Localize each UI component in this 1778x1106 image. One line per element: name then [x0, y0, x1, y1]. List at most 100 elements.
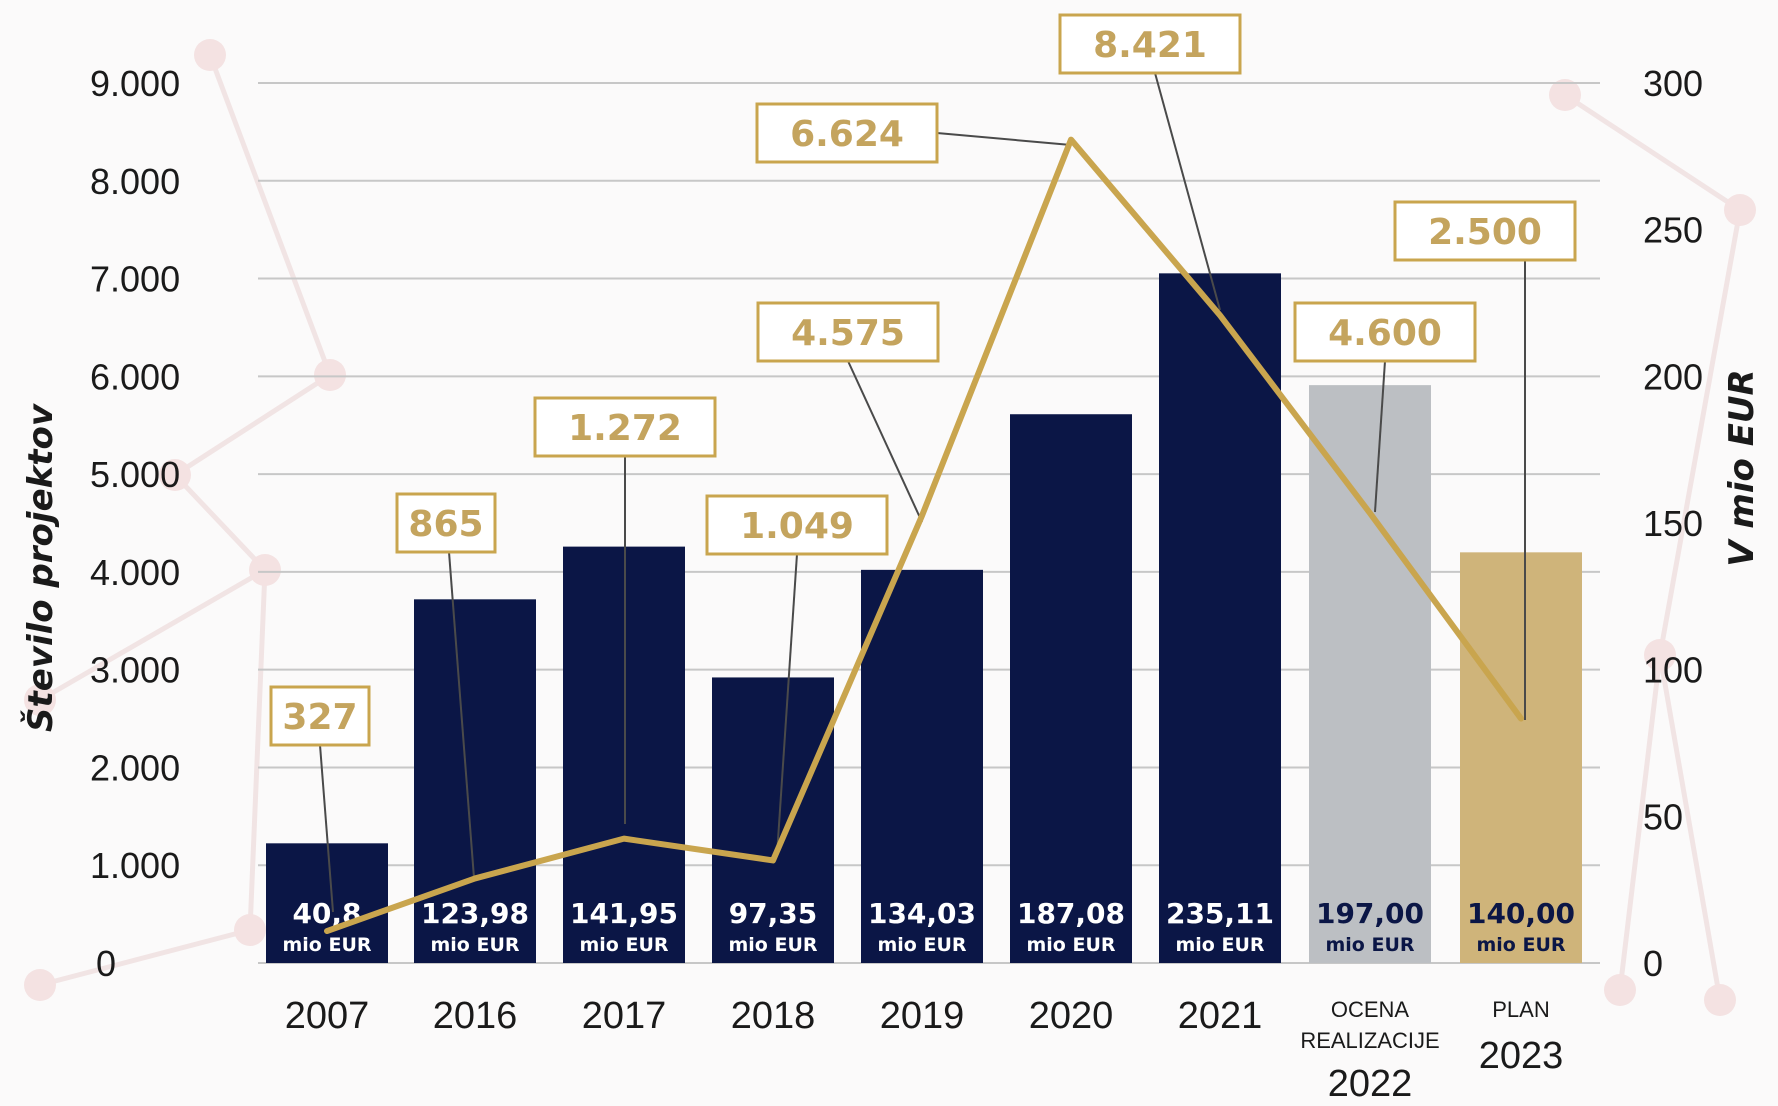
callout-value-label: 865 — [408, 504, 483, 545]
bar-value-label: 187,08 — [1017, 897, 1125, 930]
bar — [414, 599, 536, 963]
callout-box — [269, 685, 371, 747]
bar-value-label: 197,00 — [1316, 897, 1424, 930]
callout-value-label: 1.049 — [740, 506, 854, 547]
deco-node — [1604, 974, 1636, 1006]
bar — [1159, 273, 1281, 963]
bar — [1309, 385, 1431, 964]
callout-box — [533, 396, 717, 458]
background-network-decoration — [24, 39, 1756, 1016]
line-series — [324, 136, 1524, 935]
category-labels: 2007 2016 2017 2018 2019 2020 2021 OCENA REALIZA… — [285, 995, 1564, 1105]
left-tick-label: 0 — [96, 943, 116, 984]
bar-unit-label: mio EUR — [1476, 934, 1565, 956]
category-sublabel: REALIZACIJE — [1300, 1028, 1439, 1053]
right-tick-label: 100 — [1643, 650, 1703, 691]
callout-value-label: 327 — [282, 697, 357, 738]
right-tick-label: 50 — [1643, 796, 1683, 837]
right-tick-label: 0 — [1643, 943, 1663, 984]
bar — [712, 677, 834, 963]
bar-value-label: 141,95 — [570, 897, 678, 930]
deco-link — [173, 372, 332, 478]
left-tick-label: 9.000 — [90, 63, 180, 104]
category-label: 2007 — [285, 995, 370, 1037]
deco-node — [159, 459, 191, 491]
callout-box — [1293, 301, 1477, 363]
category-sublabel: OCENA — [1331, 997, 1410, 1022]
bar-unit-label: mio EUR — [877, 934, 966, 956]
callout-box — [756, 301, 940, 363]
left-tick-label: 5.000 — [90, 454, 180, 495]
bar — [1460, 552, 1582, 963]
left-tick-label: 4.000 — [90, 552, 180, 593]
bar-value-label: 235,11 — [1166, 897, 1274, 930]
line-path — [324, 136, 1524, 935]
callout-leader — [1374, 360, 1386, 513]
deco-node — [1704, 984, 1736, 1016]
bar — [861, 569, 983, 963]
right-axis-title: V mio EUR — [1722, 369, 1762, 566]
category-label: 2023 — [1479, 1035, 1564, 1077]
callout-leader — [1154, 72, 1221, 311]
right-tick-label: 300 — [1643, 63, 1703, 104]
category-label: 2019 — [880, 995, 965, 1037]
bar-unit-label: mio EUR — [579, 934, 668, 956]
deco-link — [1617, 654, 1663, 991]
bar-unit-label: mio EUR — [1325, 934, 1414, 956]
left-tick-label: 6.000 — [90, 356, 180, 397]
callout-value-label: 1.272 — [568, 408, 682, 449]
deco-node — [194, 39, 226, 71]
deco-node — [1644, 639, 1676, 671]
left-axis-title: Število projektov — [20, 402, 61, 732]
deco-link — [247, 569, 268, 931]
category-label: 2018 — [731, 995, 816, 1037]
callout-value-label: 4.575 — [791, 313, 905, 354]
category-label: 2022 — [1328, 1063, 1413, 1105]
bar-value-label: 140,00 — [1467, 897, 1575, 930]
callout-leader — [448, 551, 475, 879]
callout-value-label: 8.421 — [1093, 25, 1207, 66]
callout-leader — [847, 360, 923, 523]
category-label: 2016 — [433, 995, 518, 1037]
line-value-callouts: 327 865 1.272 1.049 4.575 8.421 6.624 4.600 2.50… — [269, 13, 1577, 747]
callout-value-label: 2.500 — [1428, 212, 1542, 253]
callout-box — [395, 492, 497, 554]
deco-node — [24, 684, 56, 716]
right-tick-label: 200 — [1643, 356, 1703, 397]
bar-value-label: 134,03 — [868, 897, 976, 930]
bar-value-label: 123,98 — [421, 897, 529, 930]
right-axis-ticks: 0 50 100 150 200 250 300 — [1643, 63, 1703, 984]
bar — [266, 843, 388, 963]
bar-unit-label: mio EUR — [282, 934, 371, 956]
deco-link — [207, 54, 333, 376]
deco-node — [1549, 79, 1581, 111]
callout-leader — [776, 553, 798, 856]
callout-leader — [319, 744, 334, 913]
bar-unit-label: mio EUR — [728, 934, 817, 956]
left-tick-label: 3.000 — [90, 650, 180, 691]
bar-unit-label: mio EUR — [430, 934, 519, 956]
callout-box — [1393, 200, 1577, 262]
left-axis-ticks: 0 1.000 2.000 3.000 4.000 5.000 6.000 7.000 8.00… — [90, 63, 180, 984]
bar — [1010, 414, 1132, 963]
deco-node — [24, 969, 56, 1001]
category-sublabel: PLAN — [1492, 997, 1549, 1022]
deco-link — [38, 567, 267, 703]
callout-box — [1058, 13, 1242, 75]
deco-link — [1563, 92, 1742, 213]
right-tick-label: 250 — [1643, 210, 1703, 251]
bar-series — [266, 273, 1582, 964]
callout-box — [705, 494, 889, 556]
callout-leader-lines — [319, 72, 1526, 913]
category-label: 2020 — [1029, 995, 1114, 1037]
deco-link — [1657, 209, 1743, 656]
right-tick-label: 150 — [1643, 503, 1703, 544]
callout-value-label: 6.624 — [790, 114, 904, 155]
deco-link — [173, 473, 267, 572]
category-label: 2017 — [582, 995, 667, 1037]
deco-node — [314, 359, 346, 391]
deco-node — [1724, 194, 1756, 226]
deco-link — [1657, 654, 1723, 1001]
bar-unit-label: mio EUR — [1026, 934, 1115, 956]
